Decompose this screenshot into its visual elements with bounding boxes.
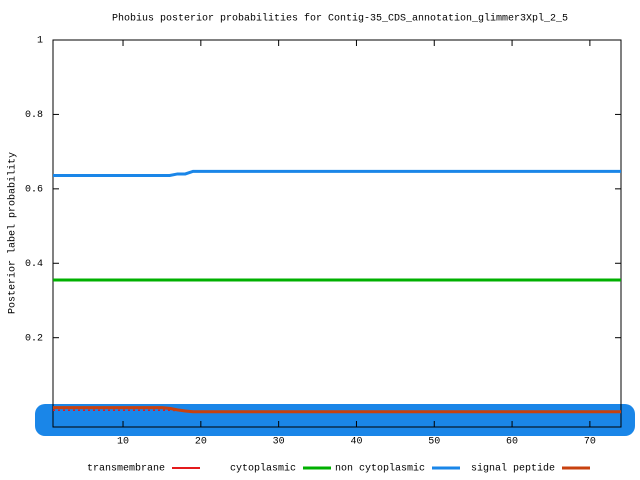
plot-frame [52, 39, 622, 428]
series-line [53, 406, 621, 414]
x-tick-label: 70 [584, 437, 596, 448]
y-tick-label: 0.6 [25, 184, 43, 195]
x-tick-label: 10 [117, 437, 129, 448]
legend-label: non cytoplasmic [335, 463, 425, 475]
y-tick-label: 0.2 [25, 333, 43, 344]
x-tick-label: 60 [506, 437, 518, 448]
y-tick-label: 0.4 [25, 259, 43, 270]
legend-label: transmembrane [87, 463, 165, 475]
x-tick-label: 30 [273, 437, 285, 448]
y-tick-label: 0.8 [25, 110, 43, 121]
x-tick-label: 40 [350, 437, 362, 448]
y-tick-label: 1 [37, 36, 43, 47]
chart-title: Phobius posterior probabilities for Cont… [112, 13, 568, 25]
x-tick-label: 20 [195, 437, 207, 448]
legend-label: signal peptide [471, 463, 555, 475]
y-axis-label: Posterior label probability [7, 152, 19, 314]
legend-label: cytoplasmic [230, 463, 296, 475]
series-line [53, 169, 621, 177]
x-tick-label: 50 [428, 437, 440, 448]
